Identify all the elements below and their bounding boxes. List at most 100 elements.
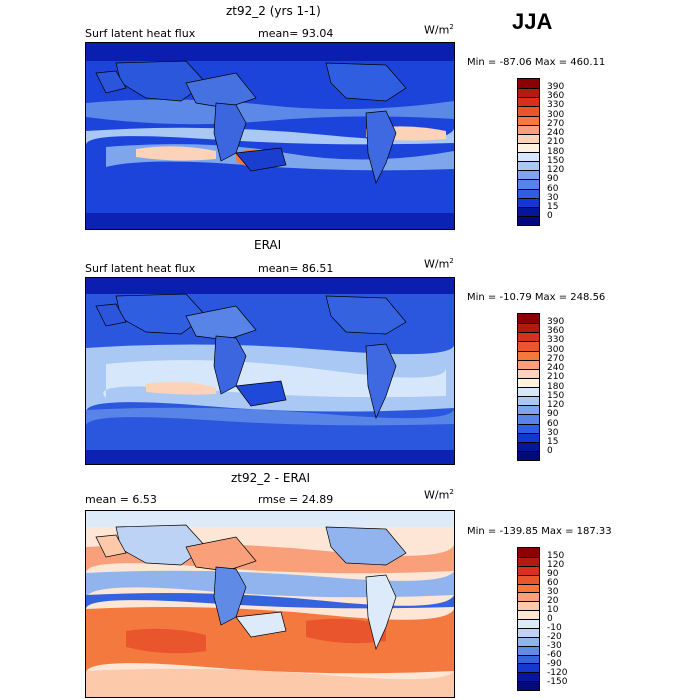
- colorbar-swatch: [518, 592, 539, 602]
- colorbar-tick-label: 240: [547, 363, 565, 373]
- panel-2-mean: mean= 86.51: [258, 262, 334, 275]
- colorbar-swatch: [518, 332, 539, 342]
- panel-1-title: zt92_2 (yrs 1-1): [226, 4, 321, 18]
- colorbar-swatch: [518, 387, 539, 397]
- colorbar-swatch: [518, 396, 539, 406]
- panel-3-rmse: rmse = 24.89: [258, 493, 334, 506]
- colorbar-swatch: [518, 681, 539, 690]
- panel-2-map: [85, 277, 455, 465]
- colorbar-swatch: [518, 350, 539, 360]
- colorbar-swatch: [518, 97, 539, 107]
- colorbar-swatch: [518, 377, 539, 387]
- colorbar-tick-label: 15: [547, 202, 559, 212]
- colorbar-tick-label: 10: [547, 604, 559, 615]
- panel-2-units: W/m2: [424, 257, 454, 271]
- colorbar-swatch: [518, 610, 539, 619]
- colorbar-swatch: [518, 161, 539, 171]
- panel-3-units: W/m2: [424, 488, 454, 502]
- colorbar-tick-label: 30: [547, 427, 559, 438]
- colorbar-swatch: [518, 152, 539, 162]
- colorbar-tick-label: 300: [547, 109, 565, 120]
- colorbar-swatch: [518, 197, 539, 207]
- colorbar-tick-label: 300: [547, 344, 565, 355]
- panel-3-minmax: Min = -139.85 Max = 187.33: [467, 526, 612, 537]
- panel-1-field-label: Surf latent heat flux: [85, 27, 196, 40]
- colorbar-swatch: [518, 359, 539, 369]
- panel-1-units: W/m2: [424, 23, 454, 37]
- panel-3-colorbar: [517, 547, 540, 691]
- colorbar-tick-label: 330: [547, 100, 565, 111]
- colorbar-tick-label: -10: [547, 622, 562, 633]
- colorbar-tick-label: 390: [547, 81, 565, 92]
- colorbar-swatch: [518, 601, 539, 611]
- panel-2-title: ERAI: [254, 238, 282, 252]
- colorbar-tick-label: 120: [547, 165, 565, 175]
- colorbar-swatch: [518, 314, 539, 324]
- colorbar-tick-label: 60: [547, 418, 559, 429]
- colorbar-tick-label: -60: [547, 649, 562, 660]
- colorbar-tick-label: 150: [547, 390, 565, 401]
- colorbar-swatch: [518, 636, 539, 646]
- colorbar-tick-label: 90: [547, 409, 559, 420]
- colorbar-tick-label: -90: [547, 658, 562, 669]
- colorbar-tick-label: 0: [547, 446, 553, 457]
- colorbar-tick-label: 150: [547, 550, 565, 561]
- colorbar-tick-label: 270: [547, 353, 565, 364]
- colorbar-tick-label: 360: [547, 326, 565, 336]
- colorbar-tick-label: 180: [547, 146, 565, 157]
- colorbar-tick-label: 210: [547, 137, 565, 148]
- colorbar-tick-label: 360: [547, 91, 565, 101]
- colorbar-swatch: [518, 124, 539, 134]
- colorbar-tick-label: 60: [547, 577, 559, 588]
- colorbar-tick-label: -20: [547, 631, 562, 642]
- colorbar-tick-label: 270: [547, 118, 565, 129]
- colorbar-swatch: [518, 115, 539, 125]
- colorbar-tick-label: 0: [547, 613, 553, 624]
- colorbar-swatch: [518, 574, 539, 584]
- colorbar-tick-label: 240: [547, 128, 565, 138]
- colorbar-tick-label: -30: [547, 640, 562, 651]
- colorbar-tick-label: 180: [547, 381, 565, 392]
- colorbar-swatch: [518, 619, 539, 628]
- colorbar-swatch: [518, 341, 539, 351]
- panel-1-map: [85, 42, 455, 230]
- colorbar-swatch: [518, 627, 539, 637]
- panel-3-title: zt92_2 - ERAI: [231, 471, 311, 485]
- panel-1-minmax: Min = -87.06 Max = 460.11: [467, 57, 606, 68]
- colorbar-swatch: [518, 414, 539, 424]
- colorbar-tick-label: 60: [547, 183, 559, 194]
- colorbar-tick-label: 390: [547, 316, 565, 327]
- colorbar-swatch: [518, 142, 539, 152]
- colorbar-swatch: [518, 441, 539, 451]
- panel-2-field-label: Surf latent heat flux: [85, 262, 196, 275]
- colorbar-tick-label: 0: [547, 211, 553, 222]
- panel-3-mean: mean = 6.53: [85, 493, 157, 506]
- colorbar-tick-label: 330: [547, 335, 565, 346]
- colorbar-swatch: [518, 583, 539, 593]
- colorbar-swatch: [518, 405, 539, 415]
- colorbar-tick-label: -150: [547, 676, 568, 687]
- colorbar-tick-label: 90: [547, 174, 559, 185]
- colorbar-tick-label: -120: [547, 667, 568, 678]
- colorbar-swatch: [518, 450, 539, 460]
- colorbar-swatch: [518, 423, 539, 433]
- panel-2-minmax: Min = -10.79 Max = 248.56: [467, 292, 606, 303]
- colorbar-swatch: [518, 548, 539, 557]
- colorbar-swatch: [518, 432, 539, 442]
- panel-1-mean: mean= 93.04: [258, 27, 334, 40]
- colorbar-swatch: [518, 672, 539, 682]
- colorbar-tick-label: 150: [547, 155, 565, 166]
- panel-2-colorbar: [517, 313, 540, 461]
- colorbar-tick-label: 30: [547, 192, 559, 203]
- colorbar-swatch: [518, 188, 539, 198]
- colorbar-tick-label: 210: [547, 372, 565, 383]
- colorbar-swatch: [518, 133, 539, 143]
- colorbar-tick-label: 90: [547, 568, 559, 579]
- colorbar-tick-label: 20: [547, 595, 559, 606]
- colorbar-swatch: [518, 368, 539, 378]
- colorbar-swatch: [518, 645, 539, 655]
- colorbar-swatch: [518, 556, 539, 566]
- colorbar-swatch: [518, 88, 539, 98]
- colorbar-swatch: [518, 179, 539, 189]
- panel-1-colorbar: [517, 78, 540, 226]
